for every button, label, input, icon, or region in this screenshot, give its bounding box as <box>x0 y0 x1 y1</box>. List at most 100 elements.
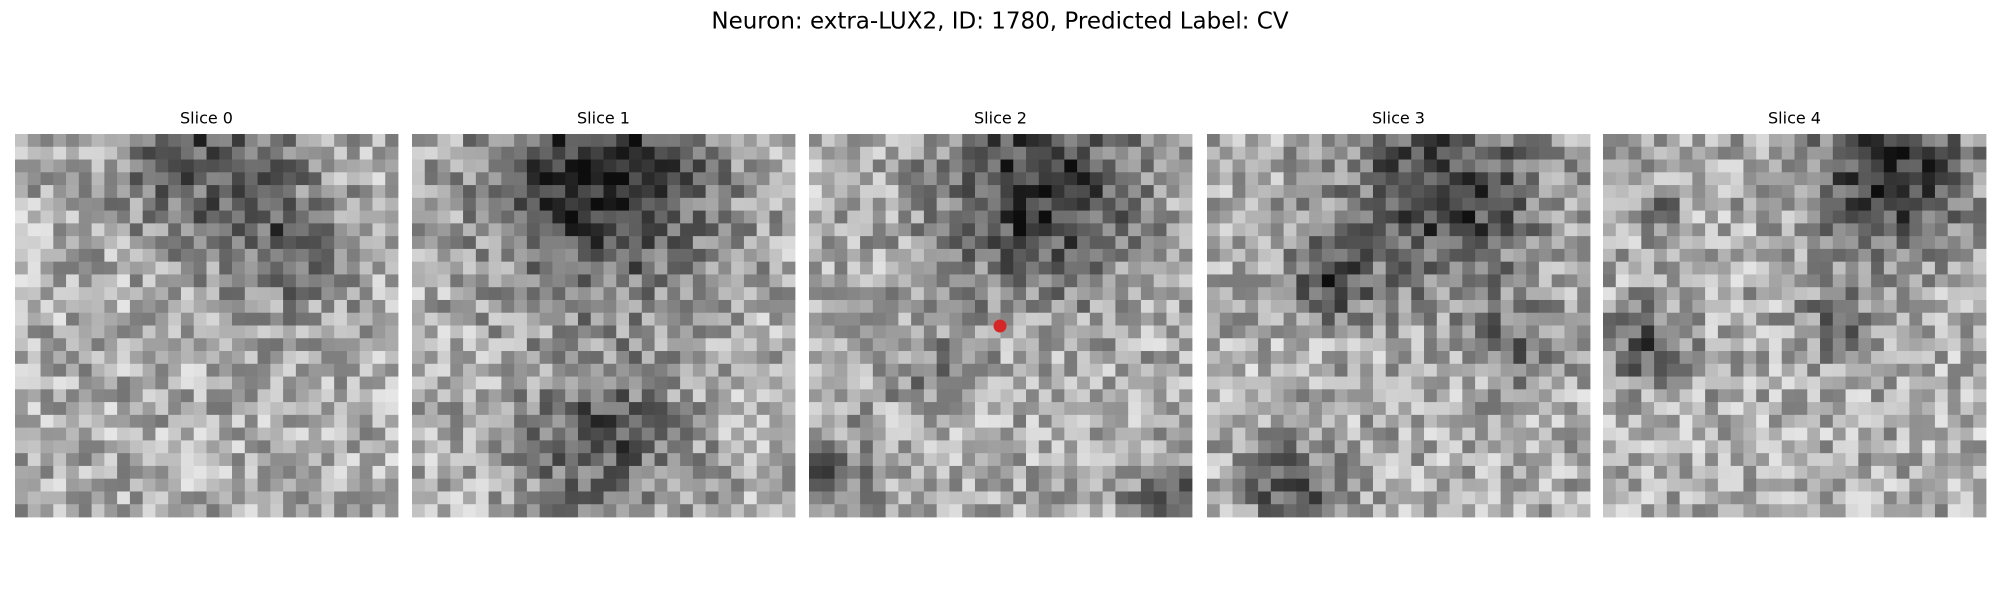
pixel <box>1909 248 1923 263</box>
pixel <box>78 351 92 365</box>
pixel <box>962 146 976 160</box>
pixel <box>1807 274 1821 288</box>
pixel <box>821 402 835 416</box>
pixel <box>1270 491 1284 505</box>
pixel <box>463 185 477 199</box>
pixel <box>1102 402 1116 416</box>
pixel <box>1679 146 1693 160</box>
pixel <box>1679 478 1693 492</box>
pixel <box>1934 134 1949 148</box>
pixel <box>78 172 92 186</box>
pixel <box>1089 465 1104 480</box>
pixel <box>1577 351 1591 365</box>
pixel <box>1077 440 1091 454</box>
pixel <box>1219 427 1233 441</box>
pixel <box>1207 134 1221 148</box>
pixel <box>1372 159 1387 173</box>
pixel <box>501 223 515 237</box>
pixel <box>1922 172 1936 186</box>
pixel <box>1909 223 1923 237</box>
pixel <box>1232 185 1246 199</box>
pixel <box>1166 274 1180 288</box>
pixel <box>1487 312 1502 326</box>
pixel <box>1372 146 1387 160</box>
pixel <box>40 146 54 160</box>
pixel <box>514 465 528 480</box>
pixel <box>142 414 156 429</box>
pixel <box>1385 389 1399 403</box>
pixel <box>885 223 899 237</box>
pixel <box>1934 414 1949 429</box>
pixel <box>129 338 144 352</box>
pixel <box>1258 134 1272 148</box>
pixel <box>847 465 861 480</box>
pixel <box>244 236 258 250</box>
pixel <box>104 389 118 403</box>
pixel <box>731 223 745 237</box>
pixel <box>1756 491 1770 505</box>
pixel <box>1577 453 1591 467</box>
pixel <box>603 376 617 390</box>
pixel <box>1577 465 1591 480</box>
pixel <box>743 248 758 263</box>
pixel <box>1513 248 1527 263</box>
pixel <box>1232 427 1246 441</box>
pixel <box>1820 338 1834 352</box>
pixel <box>129 172 144 186</box>
pixel <box>321 465 335 480</box>
pixel <box>809 478 823 492</box>
pixel <box>539 491 553 505</box>
pixel <box>1270 351 1284 365</box>
pixel <box>219 465 233 480</box>
pixel <box>1270 402 1284 416</box>
pixel <box>974 491 989 505</box>
pixel <box>1424 338 1438 352</box>
pixel <box>1654 338 1668 352</box>
pixel <box>1424 389 1438 403</box>
pixel <box>1334 389 1348 403</box>
pixel <box>1449 223 1463 237</box>
pixel <box>885 312 899 326</box>
pixel <box>1372 325 1387 339</box>
pixel <box>193 376 207 390</box>
pixel <box>129 299 144 314</box>
pixel <box>1896 287 1910 301</box>
pixel <box>616 210 630 224</box>
pixel <box>1360 146 1374 160</box>
pixel <box>552 363 566 377</box>
pixel <box>155 185 169 199</box>
pixel <box>1666 299 1680 314</box>
pixel <box>1858 274 1872 288</box>
pixel <box>27 478 41 492</box>
pixel <box>1347 427 1361 441</box>
pixel <box>743 146 758 160</box>
pixel <box>654 287 668 301</box>
pixel <box>526 491 541 505</box>
pixel <box>155 223 169 237</box>
pixel <box>129 363 144 377</box>
pixel <box>705 197 719 211</box>
pixel <box>1436 312 1450 326</box>
pixel <box>334 453 348 467</box>
pixel <box>1832 299 1846 314</box>
pixel <box>1398 427 1412 441</box>
pixel <box>1820 146 1834 160</box>
pixel <box>1258 299 1272 314</box>
pixel <box>718 172 732 186</box>
pixel <box>1768 440 1783 454</box>
pixel <box>91 376 105 390</box>
pixel <box>1309 453 1323 467</box>
pixel <box>654 478 668 492</box>
pixel <box>629 312 643 326</box>
pixel <box>885 159 899 173</box>
pixel <box>1666 402 1680 416</box>
pixel <box>1513 274 1527 288</box>
pixel <box>66 389 80 403</box>
pixel <box>372 210 386 224</box>
pixel <box>180 287 195 301</box>
pixel <box>501 389 515 403</box>
pixel <box>1845 427 1859 441</box>
pixel <box>885 134 899 148</box>
pixel <box>1756 363 1770 377</box>
pixel <box>475 146 489 160</box>
